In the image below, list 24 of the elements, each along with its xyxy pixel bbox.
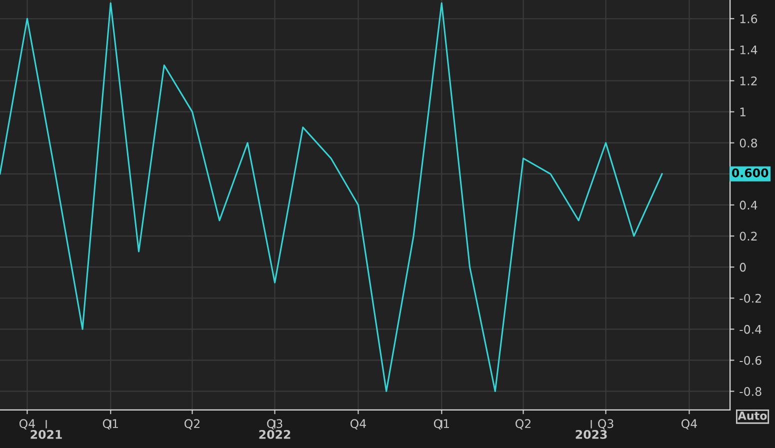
x2-tick-label: 2021 [30,430,62,439]
x-tick-label: Q4 [19,419,35,430]
x2-tick-label: 2023 [576,430,607,439]
y-tick-label: 0 [740,262,746,272]
y-tick-label: 1.4 [740,46,758,54]
x-tick-label: Q2 [184,419,200,430]
x-tick-label: Q4 [682,419,697,430]
y-tick-label: -0.8 [740,387,762,396]
x-tick-label: Q2 [516,419,530,430]
line-series [0,2,663,392]
text: 0.600 [732,168,768,178]
y-tick-label: -0.6 [740,356,762,365]
y-tick-label: 0.2 [740,232,757,241]
y-tick-label: 0.8 [740,138,758,148]
y-tick-label: 1.2 [740,76,757,86]
x2-tick-label: 2022 [259,430,290,439]
y-tick-label: 1 [740,108,746,116]
x-tick-label: Q3 [598,419,614,430]
text: Auto [738,412,767,420]
y-tick-label: 0.4 [740,200,758,210]
y-tick-label: -0.4 [740,324,762,334]
y-tick-label: -0.2 [740,294,761,303]
y-tick-label: 1.6 [740,14,758,24]
x-tick-label: Q4 [350,419,366,430]
